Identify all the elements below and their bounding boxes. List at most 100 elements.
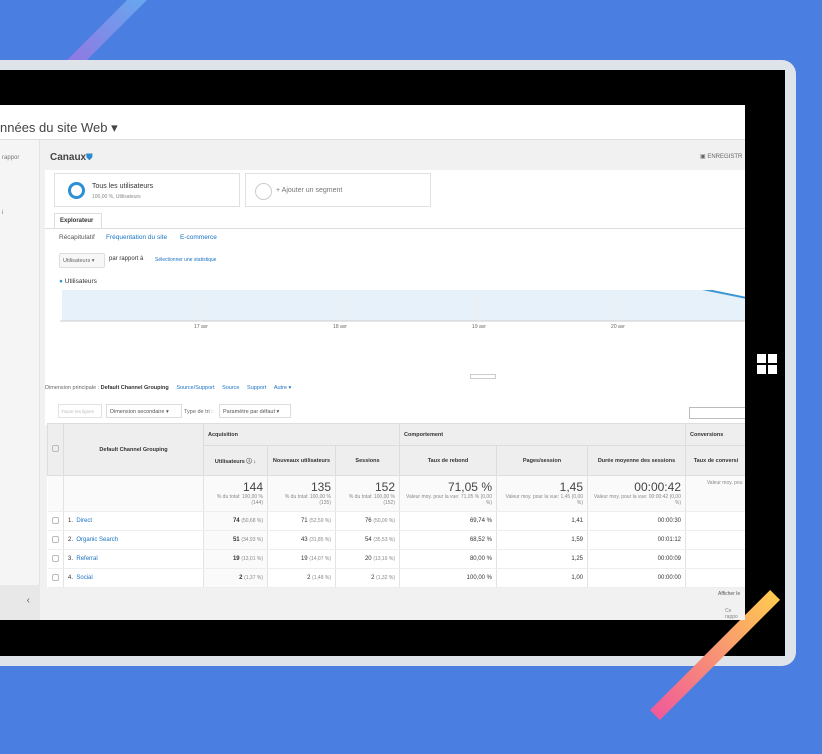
cell-pct: (31,85 %) [309,537,331,543]
cell: 69,74 % [399,511,497,531]
column-header[interactable]: Default Channel Grouping [63,423,204,476]
row-index: 4. [68,575,74,581]
dimension-link[interactable]: Source/Support [176,385,215,391]
cell: 19 [232,556,240,562]
subtab-summary[interactable]: Récapitulatif [59,234,95,241]
dimension-more-link[interactable]: Autre ▾ [273,385,292,391]
secondary-dimension-dropdown[interactable]: Dimension secondaire ▾ [106,404,182,418]
dimension-active: Default Channel Grouping [100,385,169,391]
channel-link[interactable]: Referral [76,556,98,562]
compare-label: par rapport à [109,256,144,262]
tab-explorateur[interactable]: Explorateur [54,213,102,228]
row-index: 1. [68,518,74,524]
sort-type-dropdown[interactable]: Paramètre par défaut ▾ [219,404,291,418]
chart-resize-handle[interactable] [470,374,496,379]
channel-link[interactable]: Social [76,575,93,581]
total-cell: 135% du total: 100,00 % (135) [267,475,336,512]
select-all-checkbox[interactable] [52,445,59,452]
sidebar-item[interactable]: rappor [2,155,20,161]
total-cell: 152% du total: 100,00 % (152) [335,475,400,512]
cell: 1,25 [496,549,588,569]
cell: 74 [232,518,240,524]
select-all-checkbox-cell[interactable] [47,423,64,476]
page-title: Canaux [50,152,87,163]
group-header: Comportement [399,423,686,446]
total-cell: Valeur moy. pou [685,475,745,512]
cell: 2 [307,575,311,581]
row-checkbox[interactable] [51,573,59,581]
cell: 51 [232,537,240,543]
total-cell: 144% du total: 100,00 % (144) [203,475,268,512]
channel-link[interactable]: Direct [76,518,93,524]
cell: 00:00:09 [587,549,686,569]
column-header[interactable]: Taux de rebond [399,445,497,476]
cell-pct: (13,01 %) [241,556,263,562]
collapse-sidebar-button[interactable]: ‹ [0,585,40,620]
plot-rows-button[interactable]: Tracer les lignes [58,404,102,418]
column-header[interactable]: Durée moyenne des sessions [587,445,686,476]
table-row: 2. Organic Search 51 (34,93 %) 43 (31,85… [47,530,745,550]
data-table: Default Channel Grouping Acquisition Com… [47,423,745,588]
report-main: Canaux ⛊ ▣ ENREGISTR Tous les utilisateu… [40,140,745,620]
row-checkbox[interactable] [51,554,59,562]
top-bar: nnées du site Web ▾ [0,105,745,140]
add-segment-button[interactable]: + Ajouter un segment [245,173,431,207]
segment-circle-icon [68,182,85,199]
cell-pct: (50,68 %) [241,518,263,524]
subtab-site-usage[interactable]: Fréquentation du site [106,234,168,241]
divider [45,228,745,229]
dimension-bar: Dimension principale : Default Channel G… [45,385,292,391]
totals-row: 144% du total: 100,00 % (144) 135% du tot… [47,475,745,512]
group-header: Acquisition [203,423,400,446]
table-search-input[interactable] [689,407,745,419]
cell: 00:01:12 [587,530,686,550]
save-button[interactable]: ▣ ENREGISTR [700,154,743,160]
cell: 19 [300,556,308,562]
cell-pct: (14,07 %) [309,556,331,562]
sidebar: rappor i ‹ [0,140,40,620]
row-index: 2. [68,537,74,543]
row-index: 3. [68,556,74,562]
report-footer-note: Ce rappo [725,608,738,620]
segment-name: Tous les utilisateurs [92,183,154,190]
empty-circle-icon [255,183,272,200]
subtab-ecommerce[interactable]: E-commerce [180,234,217,241]
sidebar-item[interactable]: i [2,210,4,216]
windows-logo-icon [757,354,777,374]
column-header[interactable]: Taux de conversi [685,445,745,476]
group-header: Conversions [685,423,745,446]
cell: 00:00:00 [587,568,686,588]
select-metric-link[interactable]: Sélectionner une statistique [155,257,217,263]
metric-dropdown[interactable]: Utilisateurs ▾ [59,253,105,268]
cell: 2 [371,575,375,581]
row-checkbox[interactable] [51,535,59,543]
cell-pct: (1,37 %) [244,575,263,581]
cell: 80,00 % [399,549,497,569]
cell: 68,52 % [399,530,497,550]
total-cell: 1,45 Valeur moy. pour la vue: 1,45 (0,00 … [496,475,588,512]
dimension-link[interactable]: Support [247,385,267,391]
cell: 43 [300,537,308,543]
area-fill [62,290,745,321]
cell-pct: (52,59 %) [309,518,331,524]
add-segment-label: + Ajouter un segment [276,187,343,194]
channel-link[interactable]: Organic Search [76,537,119,543]
column-header[interactable]: Pages/session [496,445,588,476]
cell-pct: (13,16 %) [373,556,395,562]
legend-dot-icon: ● [59,278,63,285]
segment-all-users[interactable]: Tous les utilisateurs 100,00 %, Utilisat… [54,173,240,207]
cell: 00:00:30 [587,511,686,531]
property-title[interactable]: nnées du site Web ▾ [0,120,118,135]
column-header[interactable]: Sessions [335,445,400,476]
row-checkbox[interactable] [51,516,59,524]
cell: 1,59 [496,530,588,550]
cell: 1,00 [496,568,588,588]
total-cell: 00:00:42 Valeur moy. pour la vue: 00:00:4… [587,475,686,512]
column-header-users[interactable]: Utilisateurs ⓘ ↓ [203,445,268,476]
table-row: 3. Referral 19 (13,01 %) 19 (14,07 %) 20… [47,549,745,569]
dimension-link[interactable]: Source [222,385,240,391]
cell-pct: (1,32 %) [376,575,395,581]
column-header[interactable]: Nouveaux utilisateurs [267,445,336,476]
table-row: 1. Direct 74 (50,68 %) 71 (52,59 %) 76 (… [47,511,745,531]
